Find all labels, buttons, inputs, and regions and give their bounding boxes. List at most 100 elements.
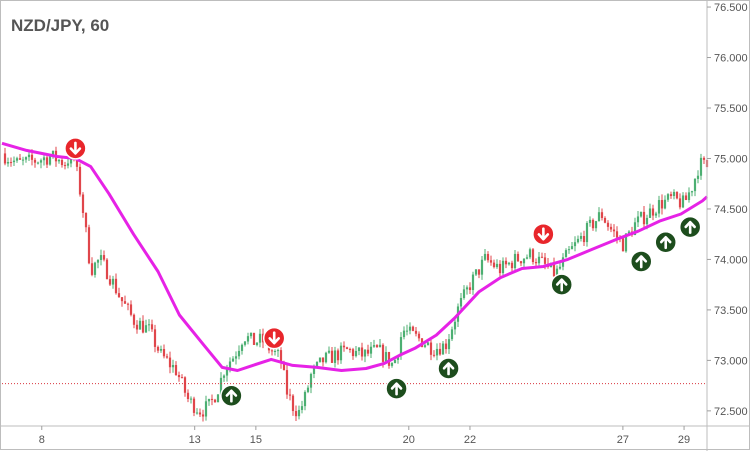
candle-body — [189, 398, 193, 400]
candle-body — [372, 345, 376, 347]
candle-body — [474, 269, 478, 275]
candle-body — [417, 333, 421, 339]
candle-body — [183, 377, 187, 393]
candle-body — [366, 349, 370, 354]
candle-body — [117, 293, 121, 298]
candle-body — [570, 246, 574, 250]
candle-body — [585, 222, 589, 243]
candle-body — [423, 345, 427, 347]
candle-body — [81, 194, 85, 213]
x-tick-label: 27 — [617, 434, 629, 446]
candle-body — [216, 394, 220, 403]
candle-body — [510, 262, 514, 269]
candle-body — [414, 330, 418, 334]
candle-body — [573, 242, 577, 247]
candle-body — [294, 411, 298, 417]
candle-body — [639, 211, 643, 217]
candle-body — [171, 365, 175, 368]
candle-body — [702, 157, 706, 160]
candle-body — [63, 165, 67, 167]
candle-body — [657, 200, 661, 214]
candle-body — [492, 262, 496, 268]
candle-body — [24, 157, 28, 160]
candle-body — [564, 250, 568, 258]
candle-body — [222, 375, 226, 378]
candle-body — [495, 263, 499, 268]
candle-body — [285, 370, 289, 395]
candle-body — [6, 162, 10, 164]
y-tick-label: 74.500 — [714, 204, 748, 216]
y-tick-label: 76.500 — [714, 2, 748, 14]
candle-body — [636, 216, 640, 223]
candle-body — [18, 158, 22, 160]
candle-body — [459, 297, 463, 307]
candle-body — [471, 274, 475, 291]
candle-body — [507, 262, 511, 265]
candle-body — [582, 235, 586, 243]
candle-body — [612, 229, 616, 232]
candle-body — [375, 345, 379, 348]
candle-body — [699, 157, 703, 176]
candle-body — [243, 341, 247, 345]
candle-body — [303, 391, 307, 407]
candle-body — [381, 344, 385, 362]
candle-body — [441, 343, 445, 355]
candle-body — [213, 399, 217, 403]
candle-body — [150, 324, 154, 330]
candle-body — [105, 259, 109, 280]
chart-title: NZD/JPY, 60 — [11, 16, 110, 35]
candle-body — [129, 304, 133, 315]
candle-body — [351, 349, 355, 357]
candle-body — [240, 344, 244, 351]
candle-body — [651, 208, 655, 216]
candle-body — [135, 324, 139, 330]
candle-body — [633, 222, 637, 236]
candle-body — [579, 235, 583, 239]
candle-body — [429, 342, 433, 355]
sell-signal-icon — [532, 222, 555, 246]
buy-signal-icon — [550, 273, 573, 296]
candle-body — [141, 320, 145, 333]
candle-body — [42, 157, 46, 161]
y-axis: 76.500 76.000 75.500 75.000 74.500 74.000 73.5… — [707, 2, 748, 418]
candle-body — [600, 212, 604, 218]
candle-body — [504, 260, 508, 265]
candle-body — [198, 412, 202, 415]
candle-body — [387, 352, 391, 366]
candle-body — [36, 162, 40, 164]
candle-body — [603, 217, 607, 223]
candle-body — [594, 221, 598, 229]
candle-body — [228, 361, 232, 368]
candle-body — [567, 249, 571, 251]
candle-body — [327, 350, 331, 353]
candle-body — [315, 361, 319, 367]
candle-body — [3, 153, 7, 164]
candle-body — [642, 211, 646, 225]
candle-body — [363, 349, 367, 357]
candle-body — [147, 324, 151, 326]
candle-body — [576, 238, 580, 243]
candle-body — [444, 343, 448, 350]
sell-signal-icon — [262, 326, 286, 350]
candle-body — [354, 350, 358, 357]
y-tick-label: 75.000 — [714, 153, 748, 165]
candle-body — [249, 332, 253, 337]
candle-body — [540, 256, 544, 258]
candle-body — [192, 398, 196, 413]
candle-body — [489, 260, 493, 263]
candle-body — [669, 194, 673, 197]
candle-body — [246, 336, 250, 342]
candle-body — [597, 212, 601, 222]
candle-body — [609, 226, 613, 230]
candle-body — [201, 414, 205, 417]
candle-body — [483, 253, 487, 260]
candle-body — [255, 342, 259, 345]
candle-body — [12, 160, 16, 163]
candle-body — [522, 258, 526, 264]
candle-body — [165, 356, 169, 358]
candle-body — [93, 262, 97, 275]
candle-body — [210, 398, 214, 400]
candle-body — [126, 303, 130, 305]
moving-average-line — [1, 141, 708, 372]
candle-body — [51, 150, 55, 157]
